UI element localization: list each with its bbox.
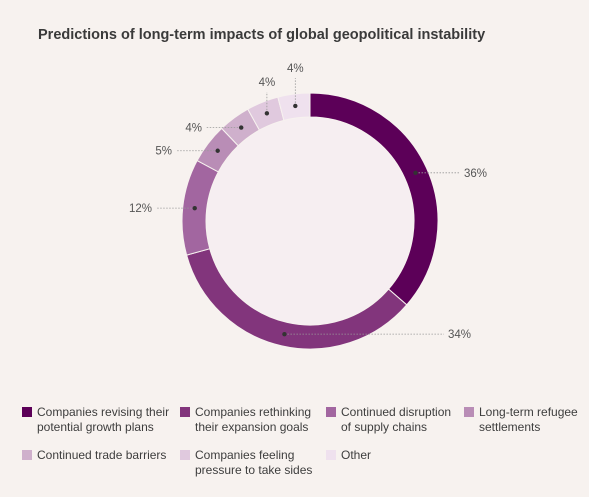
- data-label: 36%: [464, 168, 487, 180]
- legend-label: Companies rethinking their expansion goa…: [195, 405, 312, 434]
- legend-swatch: [326, 407, 336, 417]
- donut-chart: 36% 34% 12% 5% 4% 4% 4%: [129, 63, 487, 350]
- leader-dot: [264, 111, 270, 116]
- data-label: 5%: [155, 146, 172, 158]
- leader-dot: [239, 125, 244, 130]
- legend-item-continued-disruption-of-supply-chains: Continued disruption of supply chains: [326, 405, 464, 435]
- legend-label: Continued trade barriers: [37, 448, 167, 462]
- legend-label: Other: [341, 448, 372, 462]
- legend-item-companies-revising-their-potential-growth-plans: Companies revising their potential growt…: [22, 405, 180, 435]
- legend-swatch: [326, 450, 336, 460]
- legend-swatch: [22, 407, 32, 417]
- legend-label: Long-term refugee settlements: [479, 405, 578, 434]
- data-label: 4%: [185, 123, 202, 135]
- legend-item-other: Other: [326, 448, 464, 478]
- data-label: 4%: [259, 77, 276, 89]
- legend-label: Companies revising their potential growt…: [37, 405, 170, 434]
- leader-dot: [215, 148, 220, 153]
- data-label: 12%: [129, 203, 152, 215]
- leader-dot: [293, 103, 298, 109]
- data-label: 34%: [448, 329, 471, 341]
- legend-swatch: [180, 450, 190, 460]
- legend-item-long-term-refugee-settlements: Long-term refugee settlements: [464, 405, 582, 435]
- legend-item-continued-trade-barriers: Continued trade barriers: [22, 448, 180, 478]
- legend: Companies revising their potential growt…: [22, 405, 582, 491]
- legend-swatch: [464, 407, 474, 417]
- legend-swatch: [22, 450, 32, 460]
- leader-dot: [282, 331, 287, 337]
- legend-label: Continued disruption of supply chains: [341, 405, 452, 434]
- leader-dot: [413, 170, 418, 176]
- legend-swatch: [180, 407, 190, 417]
- donut-hole: [196, 107, 424, 335]
- chart-title: Predictions of long-term impacts of glob…: [38, 27, 486, 43]
- legend-item-companies-rethinking-their-expansion-goals: Companies rethinking their expansion goa…: [180, 405, 326, 435]
- leader-dot: [192, 205, 197, 211]
- legend-item-companies-feeling-pressure-to-take-sides: Companies feeling pressure to take sides: [180, 448, 326, 478]
- data-label: 4%: [287, 63, 304, 75]
- legend-label: Companies feeling pressure to take sides: [195, 448, 313, 477]
